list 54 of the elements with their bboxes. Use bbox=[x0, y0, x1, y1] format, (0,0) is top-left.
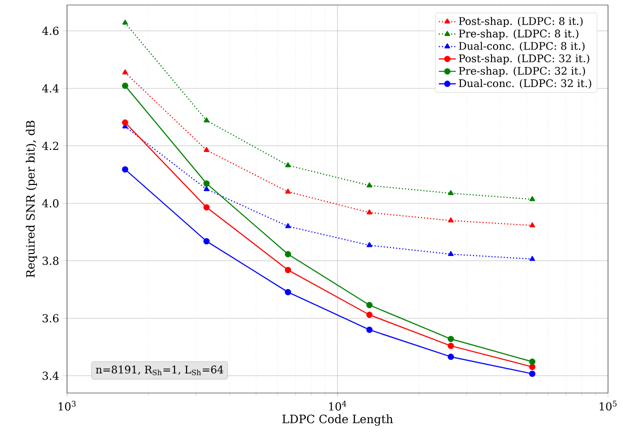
y-tick-label: 3.4 bbox=[42, 372, 59, 380]
point bbox=[122, 20, 128, 25]
point bbox=[204, 186, 210, 192]
point bbox=[448, 217, 454, 222]
point bbox=[122, 69, 128, 74]
point bbox=[285, 223, 291, 228]
point bbox=[203, 238, 210, 244]
legend-label: Dual-conc. (LDPC: 8 it.) bbox=[458, 42, 585, 52]
x-tick-label: 10$^{5}$ bbox=[600, 400, 617, 410]
point bbox=[366, 302, 373, 308]
point bbox=[203, 180, 210, 187]
point bbox=[529, 222, 536, 228]
y-tick-label: 3.6 bbox=[42, 314, 59, 322]
point bbox=[448, 190, 454, 196]
point bbox=[284, 266, 292, 274]
point bbox=[366, 182, 372, 188]
y-tick-label: 3.8 bbox=[42, 256, 59, 265]
point bbox=[448, 354, 454, 360]
annotation: n=8191, R$_{Sh}$=1, L$_{Sh}$=64 bbox=[96, 366, 224, 376]
point bbox=[284, 251, 292, 258]
x-axis-title: LDPC Code Length bbox=[282, 414, 393, 426]
point bbox=[203, 204, 210, 210]
legend-label: Post-shap. (LDPC: 32 it.) bbox=[458, 54, 590, 64]
point bbox=[448, 336, 454, 342]
legend-label: Pre-shap. (LDPC: 32 it.) bbox=[458, 66, 585, 77]
x-tick-label: 10$^{3}$ bbox=[58, 400, 76, 411]
point bbox=[529, 358, 536, 365]
point bbox=[529, 256, 536, 261]
point bbox=[204, 146, 210, 152]
y-tick-label: 4.4 bbox=[42, 84, 59, 92]
legend-label: Pre-shap. (LDPC: 8 it.) bbox=[458, 29, 578, 40]
point bbox=[366, 326, 373, 333]
y-tick-label: 4.0 bbox=[42, 199, 59, 208]
point bbox=[122, 166, 128, 173]
y-axis-title: Required SNR (per bit), dB bbox=[26, 120, 37, 278]
x-tick-label: 10$^{4}$ bbox=[329, 400, 346, 411]
legend-label: Dual-conc. (LDPC: 32 it.) bbox=[458, 79, 592, 89]
y-tick-label: 4.6 bbox=[42, 26, 59, 36]
point bbox=[448, 251, 454, 256]
point bbox=[204, 117, 210, 122]
point bbox=[366, 312, 373, 318]
point bbox=[122, 82, 128, 89]
point bbox=[122, 119, 128, 126]
legend-label: Post-shap. (LDPC: 8 it.) bbox=[458, 16, 583, 28]
point bbox=[366, 209, 372, 214]
point bbox=[448, 342, 454, 350]
point bbox=[529, 196, 536, 202]
point bbox=[285, 188, 291, 194]
point bbox=[366, 242, 372, 248]
point bbox=[529, 364, 536, 370]
point bbox=[529, 370, 536, 377]
point bbox=[284, 288, 292, 296]
y-tick-label: 4.2 bbox=[42, 142, 58, 150]
point bbox=[285, 162, 291, 168]
